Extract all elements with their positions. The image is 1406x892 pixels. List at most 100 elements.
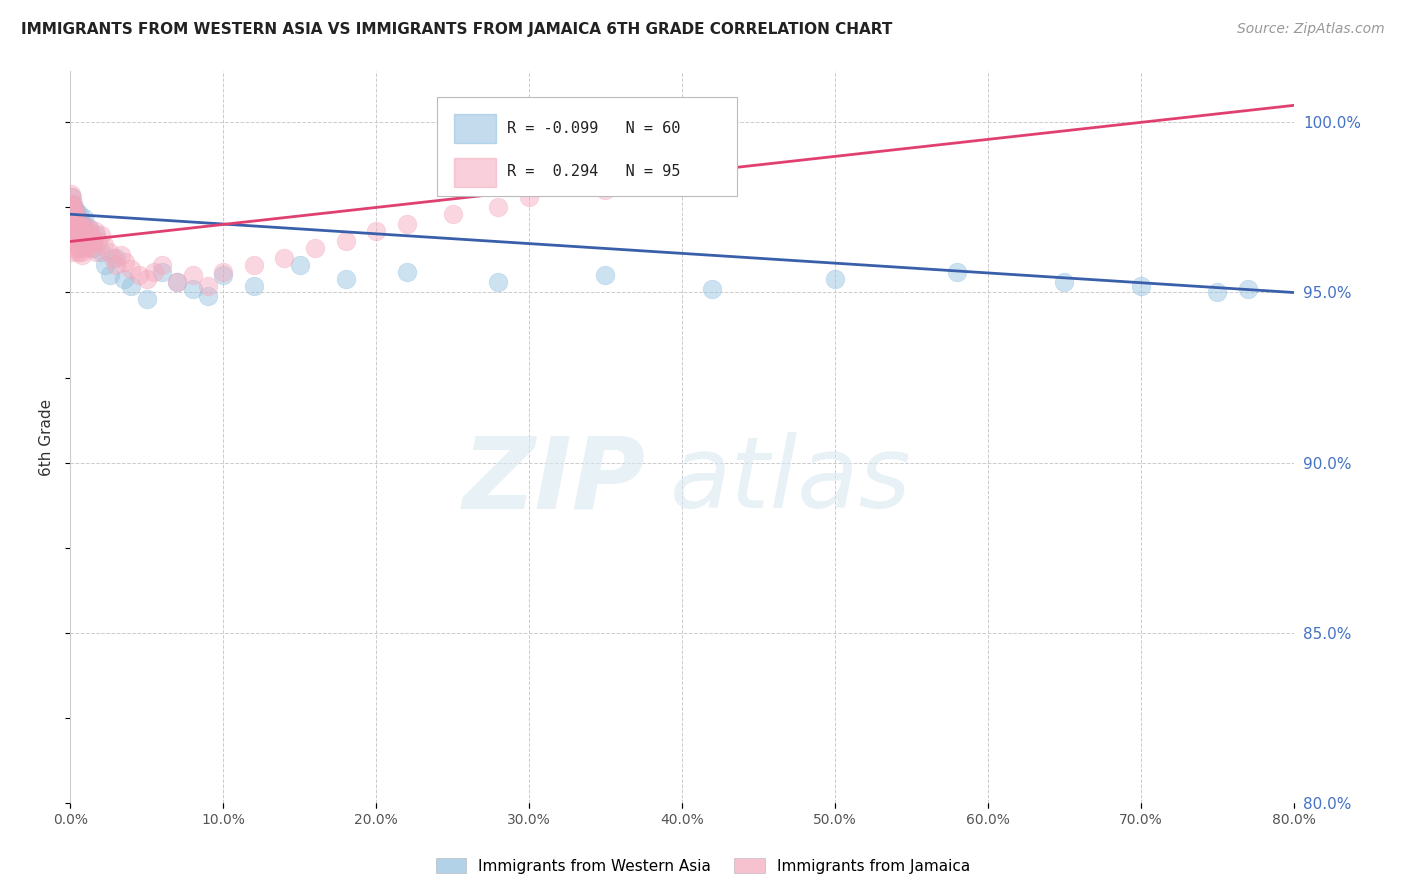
Point	[72, 227, 94, 242]
Point	[66, 238, 89, 252]
Text: IMMIGRANTS FROM WESTERN ASIA VS IMMIGRANTS FROM JAMAICA 6TH GRADE CORRELATION CH: IMMIGRANTS FROM WESTERN ASIA VS IMMIGRAN…	[21, 22, 893, 37]
Point	[77, 220, 100, 235]
Point	[69, 235, 91, 249]
Point	[63, 214, 86, 228]
Point	[62, 203, 84, 218]
Point	[66, 220, 89, 235]
Point	[304, 241, 326, 255]
Point	[60, 201, 83, 215]
Point	[60, 197, 83, 211]
Point	[197, 278, 219, 293]
Point	[63, 220, 86, 235]
Point	[72, 224, 94, 238]
Point	[62, 218, 84, 232]
Point	[77, 224, 100, 238]
FancyBboxPatch shape	[454, 158, 496, 187]
Point	[66, 244, 89, 259]
Point	[70, 238, 93, 252]
Point	[72, 235, 94, 249]
Point	[72, 218, 94, 232]
Point	[80, 227, 103, 242]
Point	[67, 224, 90, 238]
Point	[65, 224, 87, 238]
Point	[69, 231, 91, 245]
Point	[62, 211, 84, 225]
Point	[63, 207, 86, 221]
Point	[143, 265, 166, 279]
Point	[66, 211, 89, 225]
FancyBboxPatch shape	[437, 97, 737, 195]
Point	[62, 211, 84, 225]
Point	[63, 220, 86, 235]
Point	[197, 289, 219, 303]
Point	[824, 272, 846, 286]
Point	[98, 268, 121, 283]
Point	[62, 197, 84, 211]
Point	[76, 231, 98, 245]
Point	[60, 244, 83, 259]
Point	[273, 252, 295, 266]
Point	[84, 227, 107, 242]
Point	[69, 231, 91, 245]
Point	[395, 265, 418, 279]
Point	[79, 241, 101, 255]
Point	[60, 207, 83, 221]
Legend: Immigrants from Western Asia, Immigrants from Jamaica: Immigrants from Western Asia, Immigrants…	[430, 852, 976, 880]
Point	[67, 235, 90, 249]
Point	[66, 218, 89, 232]
Point	[1206, 285, 1229, 300]
Point	[60, 186, 83, 201]
Point	[101, 252, 124, 266]
Point	[87, 235, 110, 249]
Point	[60, 203, 83, 218]
Point	[1053, 275, 1076, 289]
Point	[72, 248, 94, 262]
Point	[63, 214, 86, 228]
Point	[112, 272, 135, 286]
Point	[82, 241, 104, 255]
Point	[70, 235, 93, 249]
Point	[62, 207, 84, 221]
Point	[60, 197, 83, 211]
Point	[135, 272, 157, 286]
Point	[441, 207, 464, 221]
Point	[488, 275, 510, 289]
Point	[110, 248, 132, 262]
Point	[335, 235, 357, 249]
Point	[243, 278, 266, 293]
Point	[60, 201, 83, 215]
Point	[166, 275, 188, 289]
Point	[65, 235, 87, 249]
Point	[77, 220, 100, 235]
Point	[90, 244, 112, 259]
Point	[366, 224, 388, 238]
Point	[60, 235, 83, 249]
Point	[63, 231, 86, 245]
Point	[90, 227, 112, 242]
FancyBboxPatch shape	[454, 114, 496, 144]
Point	[93, 238, 115, 252]
Point	[65, 218, 87, 232]
Point	[79, 238, 101, 252]
Point	[181, 268, 204, 283]
Point	[67, 241, 90, 255]
Point	[80, 231, 103, 245]
Text: ZIP: ZIP	[463, 433, 645, 530]
Point	[65, 203, 87, 218]
Text: Source: ZipAtlas.com: Source: ZipAtlas.com	[1237, 22, 1385, 37]
Point	[83, 224, 105, 238]
Point	[212, 265, 235, 279]
Point	[1236, 282, 1258, 296]
Point	[150, 258, 173, 272]
Point	[105, 252, 128, 266]
Point	[60, 190, 83, 204]
Text: atlas: atlas	[669, 433, 911, 530]
Point	[65, 224, 87, 238]
Point	[114, 255, 136, 269]
Point	[73, 227, 96, 242]
Point	[73, 238, 96, 252]
Point	[69, 224, 91, 238]
Point	[212, 268, 235, 283]
Point	[181, 282, 204, 296]
Point	[395, 218, 418, 232]
